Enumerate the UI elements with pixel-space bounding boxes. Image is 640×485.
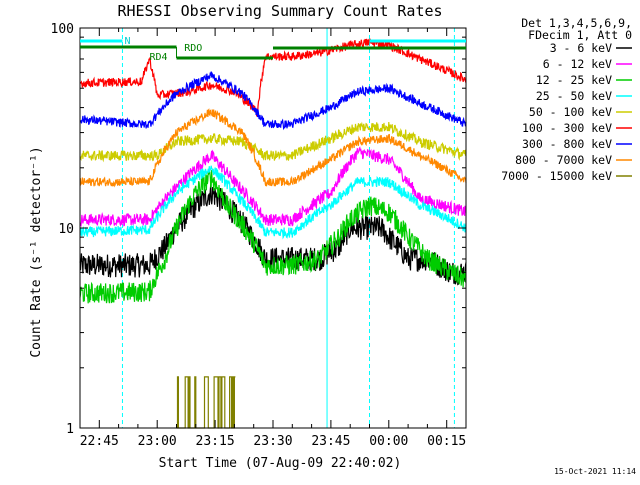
legend-label: 300 - 800 keV [522, 137, 612, 151]
legend-label: 6 - 12 keV [543, 57, 612, 71]
series-line [79, 165, 467, 240]
legend-label: 800 - 7000 keV [515, 153, 612, 167]
series-line [79, 183, 467, 286]
legend-label: 25 - 50 keV [536, 89, 612, 103]
x-tick-label: 23:30 [253, 434, 292, 449]
x-tick-label: 23:15 [196, 434, 235, 449]
axes: Start Time (07-Aug-09 22:40:02) Count Ra… [29, 22, 467, 471]
y-tick-label: 10 [58, 222, 74, 237]
x-tick-label: 00:00 [369, 434, 408, 449]
y-tick-label: 100 [51, 22, 74, 37]
flag-label-rd4: RD4 [149, 52, 167, 63]
flag-label-n: N [124, 36, 130, 47]
x-axis-label: Start Time (07-Aug-09 22:40:02) [159, 456, 402, 471]
x-tick-label: 00:15 [427, 434, 466, 449]
x-tick-label: 23:45 [311, 434, 350, 449]
flag-label-rdo: RDO [184, 43, 202, 54]
chart-title: RHESSI Observing Summary Count Rates [117, 2, 442, 20]
legend-header: FDecim 1, Att 0 [528, 28, 632, 42]
legend-label: 50 - 100 keV [529, 105, 612, 119]
series-line [79, 121, 467, 163]
series-line [79, 108, 467, 188]
legend: 3 - 6 keV 6 - 12 keV 12 - 25 keV 25 - 50 ke… [501, 16, 632, 183]
legend-label: 3 - 6 keV [550, 41, 612, 55]
legend-label: 7000 - 15000 keV [501, 169, 612, 183]
series-line [79, 71, 467, 131]
annotations: 15-Oct-2021 11:14 N RDO RD4 [80, 36, 636, 476]
y-axis-label: Count Rate (s⁻¹ detector⁻¹) [29, 146, 44, 357]
legend-label: 12 - 25 keV [536, 73, 612, 87]
series-line [79, 146, 467, 228]
y-tick-label: 1 [66, 422, 74, 437]
legend-label: 100 - 300 keV [522, 121, 612, 135]
series-line [79, 169, 467, 304]
timestamp-label: 15-Oct-2021 11:14 [554, 467, 636, 476]
legend-header: Det 1,3,4,5,6,9, [521, 16, 632, 30]
x-tick-label: 22:45 [80, 434, 119, 449]
x-tick-label: 23:00 [138, 434, 177, 449]
